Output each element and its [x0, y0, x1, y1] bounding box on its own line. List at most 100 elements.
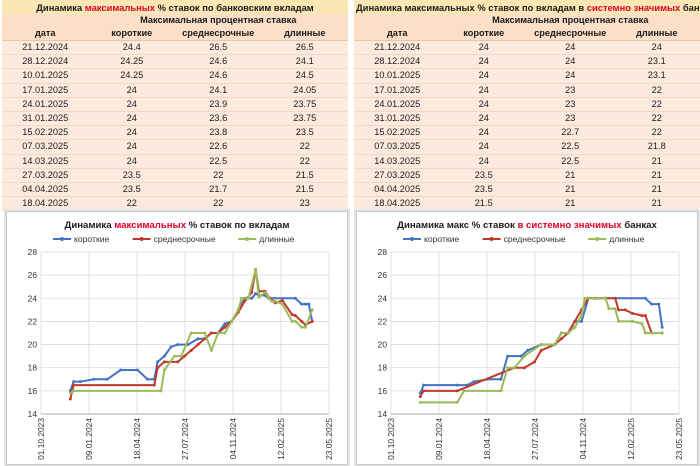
- data-point: [580, 314, 584, 318]
- table-row: 07.03.2025 24 22.5 21.8: [354, 139, 700, 155]
- data-point: [630, 319, 634, 323]
- data-point: [539, 343, 543, 347]
- legend-marker: [60, 237, 64, 241]
- y-tick-label: 18: [378, 363, 388, 373]
- data-point: [640, 322, 644, 326]
- data-point: [223, 331, 227, 335]
- y-tick-label: 20: [28, 340, 38, 350]
- cell-value: 24: [88, 125, 175, 141]
- data-point: [522, 354, 526, 358]
- rates-table: Динамика максимальных % ставок по банков…: [2, 0, 348, 212]
- rates-table: Динамика максимальных % ставок по вклада…: [354, 0, 700, 212]
- cell-value: 24: [88, 97, 175, 112]
- cell-value: 23: [527, 97, 614, 112]
- column-header: дата: [354, 27, 441, 41]
- cell-value: 24: [440, 111, 527, 127]
- cell-value: 21: [527, 168, 614, 183]
- data-point: [310, 319, 314, 323]
- cell-value: 24: [527, 54, 614, 70]
- data-point: [156, 360, 160, 364]
- data-point: [455, 400, 459, 404]
- table-subheader: Максимальная процентная ставка: [88, 14, 348, 27]
- data-point: [72, 389, 76, 393]
- cell-date: 10.01.2025: [354, 68, 441, 84]
- cell-value: 21.5: [261, 168, 348, 183]
- series-line-среднесрочные: [419, 297, 663, 398]
- cell-date: 17.01.2025: [354, 83, 441, 98]
- cell-date: 14.03.2025: [2, 154, 89, 169]
- table-row: 15.02.2025 24 22.7 22: [354, 125, 700, 141]
- column-header: короткие: [88, 27, 175, 41]
- cell-date: 27.03.2025: [354, 168, 441, 183]
- data-point: [455, 383, 459, 387]
- data-point: [68, 391, 72, 395]
- data-point: [280, 302, 284, 306]
- data-point: [522, 366, 526, 370]
- y-tick-label: 26: [28, 270, 38, 280]
- data-point: [72, 380, 76, 384]
- cell-value: 24: [440, 83, 527, 98]
- data-point: [152, 383, 156, 387]
- data-point: [196, 337, 200, 341]
- cell-value: 24.1: [261, 54, 348, 70]
- data-point: [660, 325, 664, 329]
- data-point: [303, 325, 307, 329]
- x-tick-label: 12.02.2025: [626, 418, 636, 460]
- data-point: [78, 380, 82, 384]
- data-point: [273, 299, 277, 303]
- data-point: [270, 299, 274, 303]
- data-point: [300, 302, 304, 306]
- cell-value: 21.5: [440, 196, 527, 212]
- table-row: 04.04.2025 23.5 21 21: [354, 182, 700, 198]
- data-point: [506, 354, 510, 358]
- cell-value: 24.5: [261, 68, 348, 84]
- legend-marker: [595, 237, 600, 241]
- y-tick-label: 18: [28, 363, 38, 373]
- data-point: [640, 314, 644, 318]
- data-point: [240, 296, 244, 300]
- chart-sib-rates: Динамика макс % ставок в системно значим…: [356, 211, 698, 465]
- data-point: [119, 368, 123, 372]
- cell-value: 22.6: [175, 139, 262, 155]
- data-point: [176, 360, 180, 364]
- data-point: [209, 331, 213, 335]
- data-point: [254, 292, 258, 296]
- cell-date: 31.01.2025: [354, 111, 441, 127]
- data-point: [105, 377, 109, 381]
- cell-value: 23.75: [261, 97, 348, 112]
- data-point: [462, 389, 466, 393]
- table-row: 07.03.2025 24 22.6 22: [2, 139, 348, 155]
- data-point: [209, 348, 213, 352]
- table-row: 18.04.2025 22 22 23: [2, 196, 348, 212]
- cell-value: 21.7: [175, 182, 262, 198]
- cell-date: 10.01.2025: [2, 68, 89, 84]
- data-point: [300, 319, 304, 323]
- data-point: [223, 325, 227, 329]
- cell-value: 21: [613, 196, 700, 212]
- legend-label: короткие: [74, 234, 110, 244]
- y-tick-label: 26: [378, 270, 388, 280]
- data-point: [303, 302, 307, 306]
- table-row: 24.01.2025 24 23.9 23.75: [2, 97, 348, 112]
- data-point: [307, 302, 311, 306]
- cell-value: 24: [88, 139, 175, 155]
- x-tick-label: 18.04.2024: [482, 418, 492, 460]
- x-tick-label: 01.10.2023: [386, 418, 396, 460]
- table-title: Динамика максимальных % ставок по банков…: [2, 0, 348, 14]
- cell-date: 31.01.2025: [2, 111, 89, 127]
- cell-value: 23.5: [440, 168, 527, 183]
- cell-value: 22: [613, 83, 700, 98]
- cell-value: 22.5: [175, 154, 262, 169]
- column-header: короткие: [440, 27, 527, 41]
- y-tick-label: 16: [378, 386, 388, 396]
- data-point: [643, 314, 647, 318]
- data-point: [293, 319, 297, 323]
- legend-label: длинные: [609, 234, 644, 244]
- data-point: [519, 354, 523, 358]
- series-line-длинные: [69, 268, 314, 395]
- data-point: [72, 383, 76, 387]
- cell-value: 22: [175, 196, 262, 212]
- table-max-rates: Динамика максимальных % ставок по банков…: [2, 0, 348, 212]
- cell-value: 24: [527, 68, 614, 84]
- data-point: [230, 319, 234, 323]
